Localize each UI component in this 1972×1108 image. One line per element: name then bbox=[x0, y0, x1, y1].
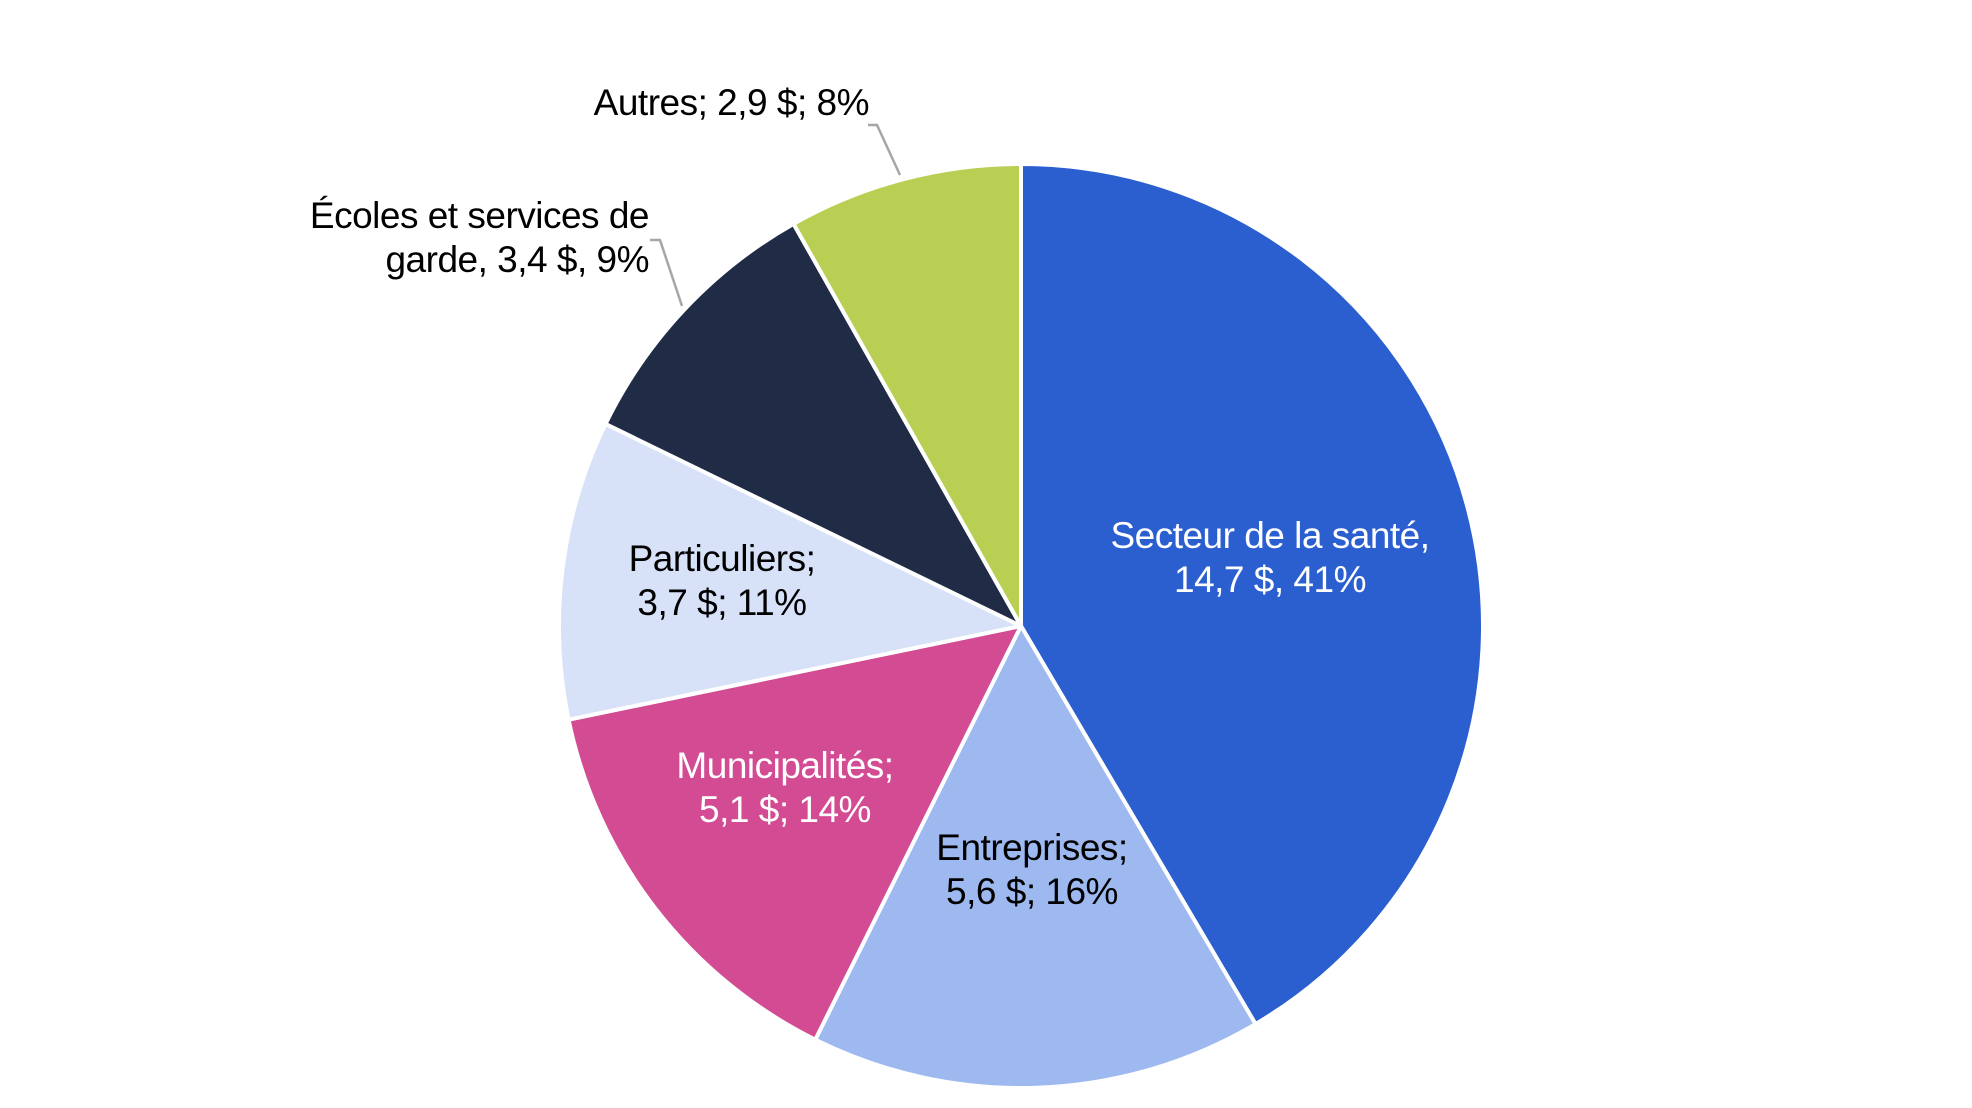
slice-label-line: 3,7 $; 11% bbox=[637, 582, 806, 623]
leader-lines bbox=[650, 123, 902, 307]
pie-slice-5 bbox=[603, 221, 1023, 628]
slice-label-1: Secteur de la santé, 14,7 $, 41% bbox=[1110, 515, 1429, 600]
pie-slice-6 bbox=[791, 162, 1023, 628]
pie-slices bbox=[557, 162, 1486, 1090]
slice-label-line: 5,1 $; 14% bbox=[699, 789, 871, 830]
leader-line-5 bbox=[650, 238, 684, 307]
slice-label-line: Municipalités; bbox=[676, 745, 893, 786]
slice-label-5: Écoles et services de garde, 3,4 $, 9% bbox=[310, 195, 649, 280]
slice-label-4: Particuliers; 3,7 $; 11% bbox=[629, 538, 816, 623]
pie-slice-3 bbox=[566, 624, 1023, 1042]
slice-label-line: Entreprises; bbox=[936, 827, 1127, 868]
slice-label-line: Écoles et services de bbox=[310, 195, 649, 236]
slice-label-line: 5,6 $; 16% bbox=[946, 871, 1118, 912]
pie-slice-1 bbox=[1019, 162, 1486, 1027]
slice-label-line: Particuliers; bbox=[629, 538, 816, 579]
slice-label-3: Municipalités; 5,1 $; 14% bbox=[676, 745, 893, 830]
slice-label-2: Entreprises; 5,6 $; 16% bbox=[936, 827, 1127, 912]
slice-label-6: Autres; 2,9 $; 8% bbox=[594, 82, 869, 123]
slice-label-line: garde, 3,4 $, 9% bbox=[385, 239, 649, 280]
slice-label-line: Secteur de la santé, bbox=[1110, 515, 1429, 556]
slice-label-line: 14,7 $, 41% bbox=[1174, 559, 1366, 600]
slice-labels: Secteur de la santé, 14,7 $, 41% Entrepris… bbox=[310, 82, 1430, 912]
leader-line-6 bbox=[868, 123, 902, 176]
pie-slice-4 bbox=[557, 421, 1023, 722]
slice-label-line: Autres; 2,9 $; 8% bbox=[594, 82, 869, 123]
pie-slice-2 bbox=[813, 624, 1258, 1090]
